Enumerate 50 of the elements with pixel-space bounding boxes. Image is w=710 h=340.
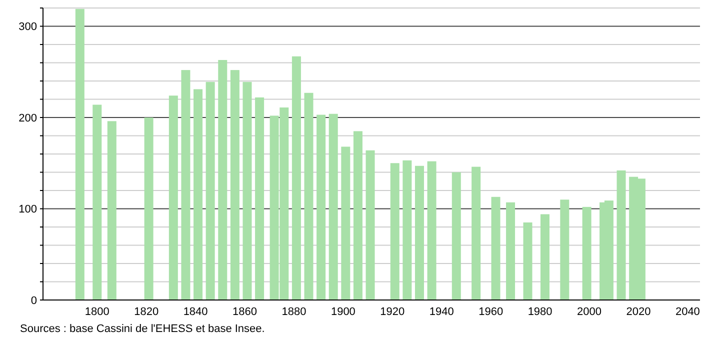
bar (540, 214, 550, 300)
bar (181, 70, 190, 300)
bar (107, 121, 116, 300)
bar (414, 166, 424, 300)
bar (452, 172, 461, 300)
bar (390, 163, 400, 300)
bar (242, 82, 252, 300)
bar (402, 160, 412, 300)
x-tick-label: 1840 (183, 306, 208, 318)
bar (218, 60, 228, 300)
bar (75, 8, 84, 300)
bar (616, 170, 626, 300)
bar (316, 114, 326, 300)
bar (366, 150, 375, 300)
x-tick-label: 1980 (528, 306, 552, 318)
x-tick-label: 1880 (282, 306, 306, 318)
y-tick-label: 0 (30, 294, 37, 307)
bar (304, 92, 314, 300)
bar (255, 97, 264, 300)
x-tick-label: 2020 (626, 306, 651, 318)
bar (341, 146, 350, 300)
bar (523, 222, 532, 300)
bar (206, 82, 215, 300)
x-tick-label: 1940 (429, 306, 454, 318)
x-tick-label: 2040 (675, 306, 700, 318)
y-tick-label: 200 (18, 112, 37, 124)
bar (506, 202, 516, 300)
bar (491, 196, 500, 300)
bar (328, 114, 338, 300)
x-tick-label: 1820 (134, 306, 159, 318)
x-tick-label: 2000 (577, 306, 602, 318)
x-tick-label: 1920 (380, 306, 405, 318)
x-tick-label: 1960 (478, 306, 504, 318)
bar (472, 166, 481, 300)
bar (427, 161, 436, 300)
bar (582, 206, 592, 300)
y-tick-label: 100 (18, 204, 37, 216)
bar (168, 96, 178, 300)
bar (560, 200, 570, 300)
y-tick-label: 300 (18, 21, 37, 34)
bar (230, 70, 240, 300)
bar (292, 56, 301, 300)
x-tick-label: 1800 (84, 306, 110, 318)
bar (92, 104, 102, 300)
bar (353, 131, 362, 300)
x-tick-label: 1900 (330, 306, 356, 318)
source-note: Sources : base Cassini de l'EHESS et base Insee. (20, 323, 265, 335)
bar (144, 118, 154, 300)
bar (194, 89, 203, 300)
x-tick-label: 1860 (232, 306, 258, 318)
